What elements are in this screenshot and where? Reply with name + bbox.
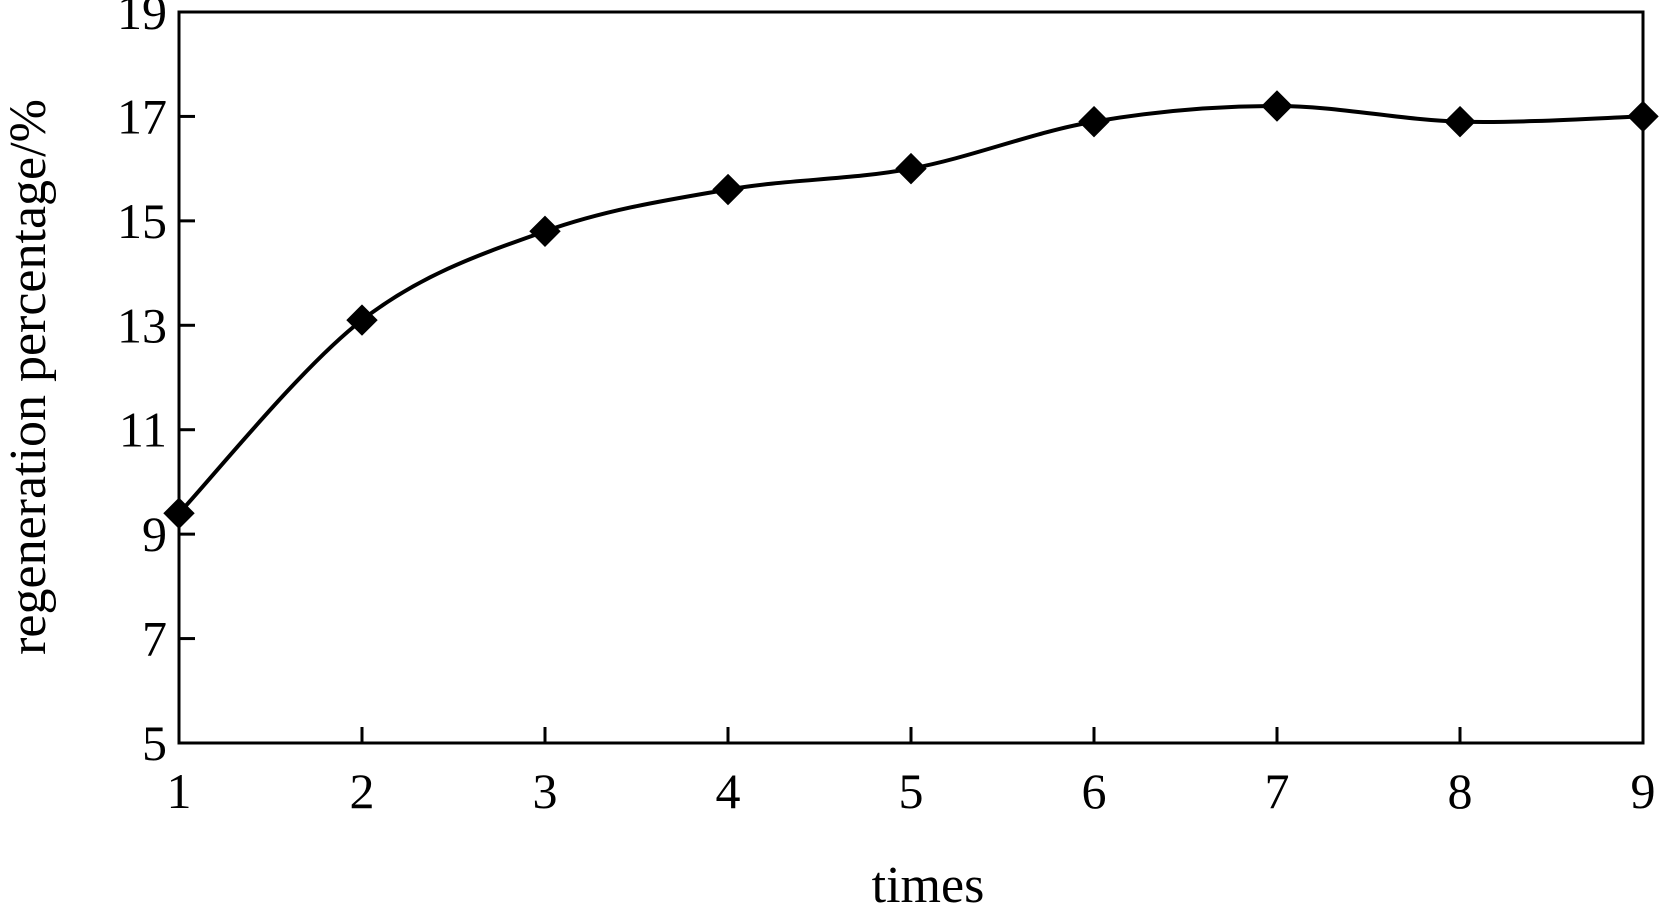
y-tick-label: 5: [142, 715, 167, 771]
y-tick-label: 13: [117, 297, 167, 353]
x-axis-label: times: [872, 857, 985, 907]
x-axis-ticks: [360, 727, 1462, 743]
data-point-marker: [1627, 100, 1659, 133]
x-tick-label: 5: [899, 763, 924, 819]
x-tick-label: 3: [533, 763, 558, 819]
data-markers: [163, 90, 1659, 529]
x-tick-label: 8: [1448, 763, 1473, 819]
plot-frame: [177, 10, 1645, 745]
data-point-marker: [1078, 105, 1110, 138]
data-point-marker: [346, 304, 378, 336]
y-tick-label: 9: [142, 506, 167, 562]
x-tick-label: 7: [1265, 763, 1290, 819]
y-axis-ticks: [179, 114, 195, 641]
data-point-marker: [529, 215, 561, 248]
y-axis-tick-labels: 5 7 9 11 13 15 17 19: [117, 0, 167, 771]
x-tick-label: 6: [1082, 763, 1107, 819]
x-tick-label: 1: [167, 763, 192, 819]
y-tick-label: 17: [117, 88, 167, 144]
y-tick-label: 11: [119, 402, 167, 458]
data-point-marker: [1261, 90, 1293, 122]
data-point-marker: [1444, 105, 1476, 138]
x-axis-tick-labels: 1 2 3 4 5 6 7 8 9: [167, 763, 1656, 819]
data-point-marker: [163, 497, 195, 529]
data-point-marker: [712, 173, 744, 206]
y-axis-label: regeneration percentage/%: [0, 99, 57, 655]
x-tick-label: 9: [1631, 763, 1656, 819]
x-tick-label: 4: [716, 763, 741, 819]
data-point-marker: [895, 152, 927, 185]
x-tick-label: 2: [350, 763, 375, 819]
y-tick-label: 7: [142, 611, 167, 667]
y-tick-label: 15: [117, 193, 167, 249]
y-tick-label: 19: [117, 0, 167, 40]
